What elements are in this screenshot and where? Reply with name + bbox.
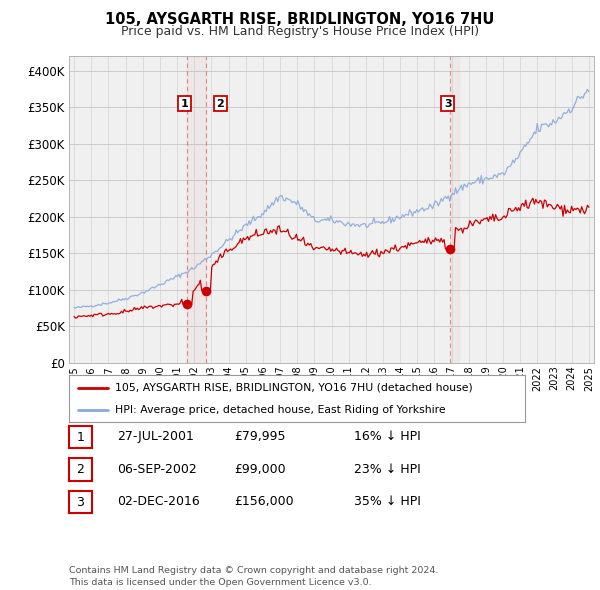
Text: 27-JUL-2001: 27-JUL-2001: [117, 430, 194, 443]
Text: £156,000: £156,000: [234, 495, 293, 508]
Text: Contains HM Land Registry data © Crown copyright and database right 2024.
This d: Contains HM Land Registry data © Crown c…: [69, 566, 439, 587]
Text: £79,995: £79,995: [234, 430, 286, 443]
Text: 1: 1: [181, 99, 188, 109]
Text: £99,000: £99,000: [234, 463, 286, 476]
Text: 105, AYSGARTH RISE, BRIDLINGTON, YO16 7HU (detached house): 105, AYSGARTH RISE, BRIDLINGTON, YO16 7H…: [115, 383, 472, 393]
Bar: [187, 56, 206, 363]
Text: HPI: Average price, detached house, East Riding of Yorkshire: HPI: Average price, detached house, East…: [115, 405, 445, 415]
Text: 1: 1: [76, 431, 85, 444]
Text: 16% ↓ HPI: 16% ↓ HPI: [354, 430, 421, 443]
Text: 3: 3: [444, 99, 451, 109]
Text: 2: 2: [76, 463, 85, 476]
Bar: [450, 56, 459, 363]
Text: 23% ↓ HPI: 23% ↓ HPI: [354, 463, 421, 476]
Text: 105, AYSGARTH RISE, BRIDLINGTON, YO16 7HU: 105, AYSGARTH RISE, BRIDLINGTON, YO16 7H…: [106, 12, 494, 27]
Text: 35% ↓ HPI: 35% ↓ HPI: [354, 495, 421, 508]
Text: Price paid vs. HM Land Registry's House Price Index (HPI): Price paid vs. HM Land Registry's House …: [121, 25, 479, 38]
Text: 02-DEC-2016: 02-DEC-2016: [117, 495, 200, 508]
Text: 3: 3: [76, 496, 85, 509]
Text: 06-SEP-2002: 06-SEP-2002: [117, 463, 197, 476]
Text: 2: 2: [217, 99, 224, 109]
